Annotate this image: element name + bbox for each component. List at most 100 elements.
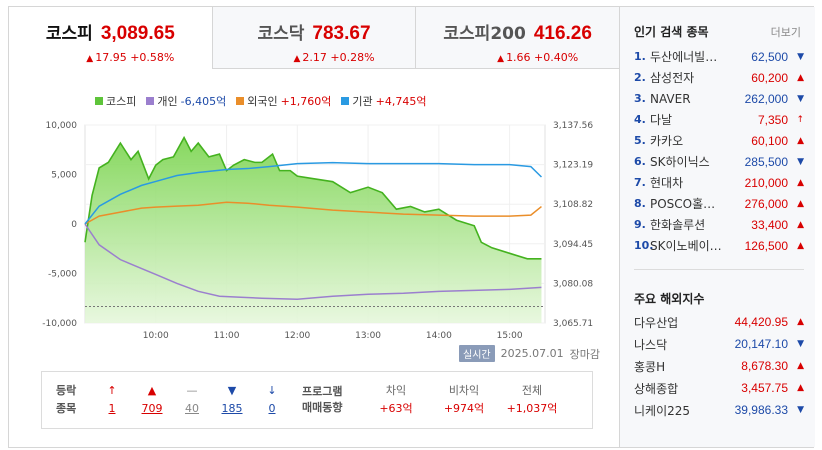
y-right-tick-label: 3,080.08 (553, 279, 593, 289)
down-arrow-icon: ▼ (797, 339, 804, 349)
tab-kosdaq[interactable]: 코스닥 783.67 ▲ 2.17 +0.28% (212, 7, 417, 69)
rank: 10. (634, 239, 654, 252)
up-arrow-icon: ▲ (797, 240, 804, 251)
list-item[interactable]: 1. 두산에너빌… 62,500 ▼ (634, 46, 804, 67)
lower-limit-icon: ↓ (267, 384, 277, 397)
program-arbitrage: 차익 +63억 (379, 384, 413, 415)
list-item[interactable]: 나스닥 20,147.10 ▼ (634, 333, 804, 355)
tab-kospi[interactable]: 코스피 3,089.65 ▲ 17.95 +0.58% (9, 7, 213, 69)
down-arrow-icon: ▼ (797, 93, 804, 104)
stock-price: 60,100 (751, 133, 788, 148)
x-tick-label: 13:00 (355, 331, 381, 341)
rank: 1. (634, 50, 646, 63)
legend-label: 코스피 (106, 95, 137, 108)
rise-icon: ▲ (147, 384, 157, 397)
kospi-area (85, 137, 542, 323)
list-item[interactable]: 다우산업 44,420.95 ▲ (634, 311, 804, 333)
tab-change: 1.66 +0.40% (506, 51, 579, 64)
rank: 7. (634, 176, 646, 189)
live-button[interactable]: 실시간 (459, 345, 495, 362)
up-arrow-icon: ▲ (293, 54, 301, 64)
breadth-lower-limit: ↓ 0 (252, 382, 292, 418)
tab-name: 코스피200 (443, 24, 526, 44)
down-arrow-icon: ▼ (797, 405, 804, 415)
world-title: 주요 해외지수 (634, 292, 705, 306)
stock-price: 33,400 (751, 217, 788, 232)
stock-name: 다날 (650, 113, 673, 127)
x-tick-label: 15:00 (497, 331, 523, 341)
chart-legend: 코스피 개인 -6,405억 외국인 +1,760억 기관 +4,745억 (95, 93, 427, 109)
list-item[interactable]: 상해종합 3,457.75 ▲ (634, 377, 804, 399)
legend-individual[interactable]: 개인 -6,405억 (146, 93, 226, 109)
up-arrow-icon: ▲ (797, 135, 804, 146)
stock-name: 한화솔루션 (650, 218, 706, 232)
stock-name: 현대차 (650, 176, 684, 190)
stock-price: 276,000 (744, 196, 788, 211)
list-item[interactable]: 8. POSCO홀… 276,000 ▲ (634, 193, 804, 214)
index-name: 상해종합 (634, 381, 679, 396)
list-item[interactable]: 3. NAVER 262,000 ▼ (634, 88, 804, 109)
index-name: 홍콩H (634, 359, 666, 374)
intraday-chart: 코스피 개인 -6,405억 외국인 +1,760억 기관 +4,745억 10,00… (9, 69, 619, 369)
up-arrow-icon: ▲ (797, 383, 804, 393)
list-item[interactable]: 4. 다날 7,350 ↑ (634, 109, 804, 130)
legend-label: 개인 (157, 95, 178, 108)
legend-kospi[interactable]: 코스피 (95, 93, 136, 109)
popular-title: 인기 검색 종목 (634, 25, 709, 39)
tab-value: 3,089.65 (100, 23, 175, 44)
up-arrow-icon: ▲ (86, 54, 94, 64)
stock-price: 62,500 (751, 49, 788, 64)
individual-line (84, 223, 542, 300)
rank: 6. (634, 155, 646, 168)
tab-kospi200[interactable]: 코스피200 416.26 ▲ 1.66 +0.40% (416, 7, 620, 69)
stock-price: 262,000 (744, 91, 788, 106)
rank: 9. (634, 218, 646, 231)
rank: 5. (634, 134, 646, 147)
y-right-tick-label: 3,108.82 (553, 200, 593, 210)
index-price: 8,678.30 (741, 359, 788, 373)
tab-change: 17.95 +0.58% (95, 51, 175, 64)
x-tick-label: 11:00 (214, 331, 240, 341)
list-item[interactable]: 6. SK하이닉스 285,500 ▼ (634, 151, 804, 172)
list-item[interactable]: 9. 한화솔루션 33,400 ▲ (634, 214, 804, 235)
breadth-rise: ▲ 709 (132, 382, 172, 418)
list-item[interactable]: 10. SK이노베이… 126,500 ▲ (634, 235, 804, 256)
index-tabs: 코스피 3,089.65 ▲ 17.95 +0.58% 코스닥 783.67 ▲ 2.1… (9, 7, 620, 69)
list-item[interactable]: 2. 삼성전자 60,200 ▲ (634, 67, 804, 88)
rank: 3. (634, 92, 646, 105)
list-item[interactable]: 니케이225 39,986.33 ▼ (634, 399, 804, 421)
tab-value: 783.67 (312, 23, 371, 44)
breadth-count-link[interactable]: 185 (221, 402, 243, 415)
legend-value: +1,760억 (280, 95, 332, 108)
divider (634, 269, 804, 270)
down-arrow-icon: ▼ (797, 156, 804, 167)
more-link[interactable]: 더보기 (770, 26, 801, 39)
stock-name: 삼성전자 (650, 71, 695, 85)
y-left-tick-label: 0 (71, 220, 77, 230)
y-left-tick-label: -5,000 (48, 270, 77, 280)
breadth-count-link[interactable]: 0 (268, 402, 276, 415)
breadth-label: 등락 종목 (56, 384, 77, 415)
up-arrow-icon: ▲ (797, 177, 804, 188)
index-name: 니케이225 (634, 403, 691, 418)
legend-institution[interactable]: 기관 +4,745억 (341, 93, 427, 109)
index-name: 다우산업 (634, 315, 679, 330)
legend-foreign[interactable]: 외국인 +1,760억 (236, 93, 331, 109)
y-right-tick-label: 3,137.56 (553, 121, 593, 131)
list-item[interactable]: 5. 카카오 60,100 ▲ (634, 130, 804, 151)
legend-value: +4,745억 (375, 95, 427, 108)
tab-name: 코스피 (45, 24, 93, 44)
breadth-count-link[interactable]: 40 (185, 402, 199, 415)
up-arrow-icon: ▲ (797, 219, 804, 230)
y-right-tick-label: 3,094.45 (553, 240, 593, 250)
stock-name: NAVER (650, 91, 691, 106)
market-status: 장마감 (569, 347, 600, 361)
list-item[interactable]: 홍콩H 8,678.30 ▲ (634, 355, 804, 377)
index-price: 20,147.10 (734, 337, 788, 351)
up-arrow-icon: ▲ (797, 198, 804, 209)
tab-change: 2.17 +0.28% (302, 51, 375, 64)
list-item[interactable]: 7. 현대차 210,000 ▲ (634, 172, 804, 193)
breadth-fall: ▼ 185 (212, 382, 252, 418)
breadth-count-link[interactable]: 709 (141, 402, 163, 415)
breadth-count-link[interactable]: 1 (108, 402, 116, 415)
